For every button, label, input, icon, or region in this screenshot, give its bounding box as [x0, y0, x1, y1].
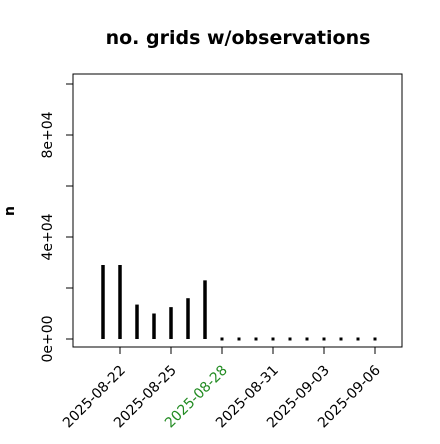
- bar-zero-point: [339, 337, 343, 341]
- x-axis: 2025-08-222025-08-252025-08-282025-08-31…: [60, 347, 384, 431]
- y-tick-label: 0e+00: [40, 315, 56, 362]
- chart-title: no. grids w/observations: [106, 27, 371, 49]
- bar-zero-point: [356, 337, 360, 341]
- bar-zero-point: [237, 337, 241, 341]
- y-axis-label: n: [2, 206, 18, 216]
- bar-zero-point: [373, 337, 377, 341]
- bar-zero-point: [220, 337, 224, 341]
- bar-zero-point: [254, 337, 258, 341]
- y-tick-label: 8e+04: [40, 111, 56, 158]
- bar-zero-point: [288, 337, 292, 341]
- y-tick-label: 4e+04: [40, 213, 56, 260]
- bar-zero-point: [305, 337, 309, 341]
- bars: [101, 265, 377, 341]
- y-axis: 0e+00 4e+04 8e+04: [40, 83, 73, 363]
- bar-zero-point: [322, 337, 326, 341]
- plot-frame: [72, 73, 403, 348]
- bar-zero-point: [271, 337, 275, 341]
